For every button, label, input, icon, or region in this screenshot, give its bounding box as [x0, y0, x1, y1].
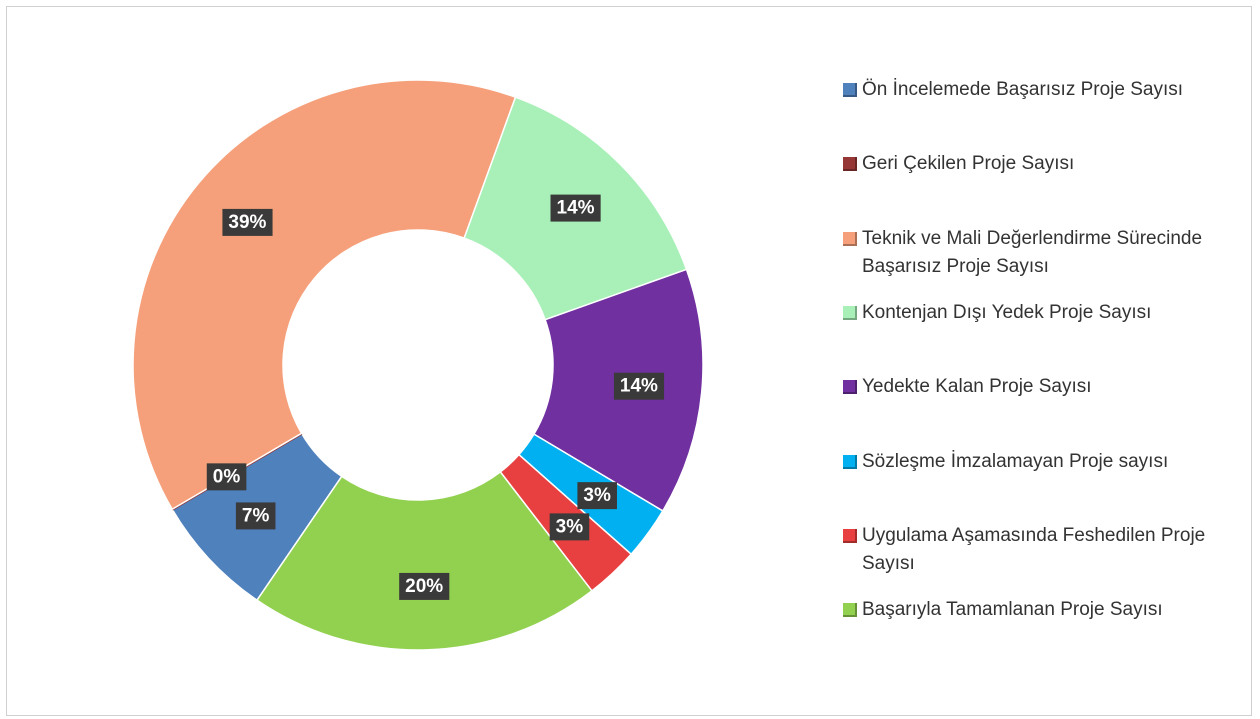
legend-item: Kontenjan Dışı Yedek Proje Sayısı — [843, 299, 1238, 327]
data-label-box — [235, 502, 276, 530]
legend-swatch — [843, 231, 857, 246]
data-label: 39% — [228, 212, 266, 233]
data-label-box — [206, 463, 247, 491]
legend-label: Kontenjan Dışı Yedek Proje Sayısı — [862, 301, 1152, 323]
legend-item: Geri Çekilen Proje Sayısı — [843, 150, 1238, 178]
slice — [132, 79, 517, 511]
legend-item: Başarıyla Tamamlanan Proje Sayısı — [843, 596, 1238, 624]
data-label-box — [222, 208, 273, 236]
legend-item: Ön İncelemede Başarısız Proje Sayısı — [843, 76, 1238, 104]
data-label: 14% — [557, 198, 595, 219]
legend-swatch — [843, 528, 857, 543]
data-label-box — [550, 194, 601, 222]
legend-item: Uygulama Aşamasında Feshedilen Proje Say… — [843, 522, 1238, 578]
legend-label: Ön İncelemede Başarısız Proje Sayısı — [862, 79, 1184, 100]
data-label: 3% — [556, 516, 584, 537]
data-label: 7% — [242, 505, 270, 526]
legend-item: Sözleşme İmzalamayan Proje sayısı — [843, 448, 1238, 476]
data-label: 3% — [583, 485, 611, 506]
data-label-box — [399, 572, 450, 600]
legend-label: Başarıyla Tamamlanan Proje Sayısı — [862, 599, 1163, 621]
legend-swatch — [843, 157, 857, 172]
legend-label: Uygulama Aşamasında Feshedilen Proje Say… — [862, 524, 1206, 574]
legend-swatch — [843, 380, 857, 395]
legend-label: Sözleşme İmzalamayan Proje sayısı — [862, 450, 1169, 472]
legend-swatch — [843, 454, 857, 469]
legend-swatch — [843, 305, 857, 320]
slice — [255, 470, 593, 651]
data-label-box — [549, 513, 590, 541]
data-label: 14% — [620, 376, 658, 397]
legend-item: Yedekte Kalan Proje Sayısı — [843, 373, 1238, 401]
data-label: 20% — [405, 576, 443, 597]
legend-label: Teknik ve Mali Değerlendirme Sürecinde B… — [862, 227, 1203, 277]
legend-item: Teknik ve Mali Değerlendirme Sürecinde B… — [843, 225, 1238, 281]
data-label-box — [577, 482, 617, 510]
chart-frame — [6, 6, 1252, 716]
legend-swatch — [843, 603, 857, 618]
data-label: 0% — [213, 466, 241, 487]
legend-swatch — [843, 83, 857, 97]
legend-label: Yedekte Kalan Proje Sayısı — [862, 376, 1092, 398]
data-label-box — [613, 372, 665, 400]
legend-label: Geri Çekilen Proje Sayısı — [862, 153, 1075, 175]
